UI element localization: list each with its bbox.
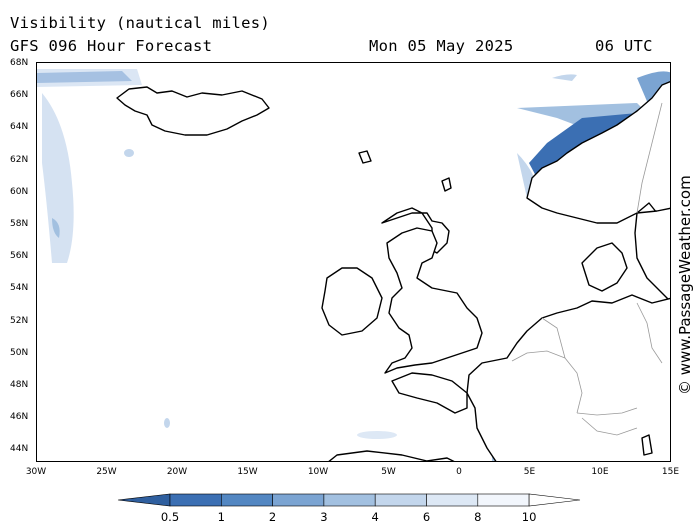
lat-tick-44N: 44N (10, 444, 29, 455)
legend-label-3: 3 (320, 510, 328, 524)
legend-label-8: 8 (474, 510, 482, 524)
sweden-coast (634, 207, 670, 302)
country-borders (511, 102, 663, 436)
border-fr-be (511, 350, 566, 362)
lat-tick-58N: 58N (10, 219, 29, 229)
legend-swatch-6 (426, 493, 479, 507)
shetland-coast (358, 150, 372, 164)
forecast-date: Mon 05 May 2025 (369, 37, 514, 55)
lat-tick-46N: 46N (10, 412, 29, 423)
forecast-subtitle: GFS 096 Hour Forecast (10, 37, 213, 55)
lon-tick-5E: 5E (523, 467, 536, 477)
fog-west-atlantic (42, 93, 74, 263)
legend-max-arrow (528, 493, 581, 507)
lat-tick-60N: 60N (10, 186, 29, 197)
iceland-coast (116, 86, 270, 136)
border-de-pl (636, 302, 663, 364)
ireland-coast (321, 267, 383, 336)
lon-tick-0: 0 (456, 467, 462, 477)
lon-tick-25W: 25W (96, 467, 117, 477)
denmark-coast (581, 242, 628, 292)
legend-label-1: 1 (217, 510, 225, 524)
legend-swatch-3 (323, 493, 376, 507)
spain-coast (328, 450, 455, 461)
fog-patch-france (357, 431, 397, 439)
lon-tick-20W: 20W (166, 467, 188, 477)
lat-tick-66N: 66N (10, 90, 29, 101)
legend-swatch-2 (272, 493, 325, 507)
lon-tick-15W: 15W (237, 467, 258, 477)
corsica-coast (641, 434, 653, 456)
lon-tick-15E: 15E (661, 467, 680, 477)
legend-swatch-0.5 (169, 493, 222, 507)
color-legend (117, 493, 581, 507)
fog-patch-biscay (164, 418, 170, 428)
lat-tick-64N: 64N (10, 122, 29, 133)
legend-label-4: 4 (371, 510, 379, 524)
lat-tick-68N: 68N (10, 58, 29, 68)
legend-label-0.5: 0.5 (160, 510, 180, 524)
faroe-coast (441, 177, 452, 192)
border-de-ch (576, 407, 638, 416)
legend-swatch-1 (221, 493, 273, 507)
legend-label-10: 10 (521, 510, 537, 524)
forecast-time: 06 UTC (595, 37, 653, 55)
fog-channel (552, 74, 577, 81)
map-title: Visibility (nautical miles) (10, 14, 271, 32)
brittany-coast (391, 372, 468, 414)
legend-label-6: 6 (422, 510, 431, 524)
lat-tick-52N: 52N (10, 315, 29, 326)
lat-tick-48N: 48N (10, 380, 29, 390)
border-se-no (636, 102, 663, 214)
lat-tick-50N: 50N (10, 347, 29, 358)
norway-coast (526, 81, 670, 224)
lon-tick-10E: 10E (591, 467, 609, 477)
map-canvas (37, 69, 670, 461)
legend-label-2: 2 (268, 510, 277, 524)
legend-swatch-4 (374, 493, 427, 507)
lon-tick-10W: 10W (307, 467, 329, 477)
lon-tick-30W: 30W (25, 467, 47, 477)
great-britain-coast (384, 227, 483, 374)
fog-band-greenland-light (37, 69, 142, 87)
coastlines (116, 81, 670, 461)
fog-patch-iceland-sea (124, 149, 134, 157)
continent-coast (466, 294, 670, 461)
border-de-fr (564, 357, 583, 414)
fog-west-atlantic-dark (52, 218, 60, 238)
legend-swatch-8 (477, 493, 530, 507)
lat-tick-62N: 62N (10, 154, 29, 165)
legend-min-arrow (117, 493, 171, 507)
lat-tick-54N: 54N (10, 283, 29, 294)
lat-tick-56N: 56N (10, 251, 29, 262)
lon-tick-5W: 5W (381, 467, 396, 477)
credit-watermark: © www.PassageWeather.com (676, 175, 694, 395)
visibility-map (36, 62, 671, 462)
border-ch-it (581, 417, 638, 436)
border-nl-de (541, 317, 566, 359)
